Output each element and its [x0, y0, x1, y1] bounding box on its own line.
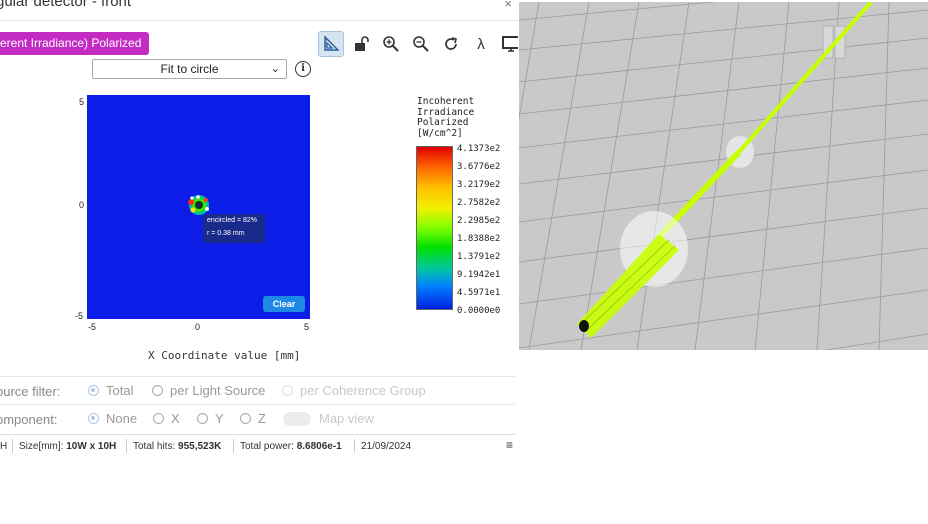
power-label: Total power:	[240, 441, 294, 452]
unlock-icon[interactable]	[348, 31, 374, 57]
source-filter-label: ource filter:	[0, 384, 61, 399]
radio-checked-icon	[88, 385, 99, 396]
chevron-down-icon: ⌄	[270, 63, 280, 75]
x-tick: 5	[304, 322, 310, 332]
detector-panel: gular detector - front × erent Irradianc…	[0, 0, 518, 457]
radio-icon	[197, 413, 208, 424]
legend-value: 1.8388e2	[457, 234, 501, 244]
divider	[354, 439, 355, 453]
radio-icon	[152, 385, 163, 396]
toolbar: λ	[318, 31, 518, 59]
map-view-label: Map view	[319, 411, 374, 426]
legend-value: 9.1942e1	[457, 270, 501, 280]
source-filter-per-coherence-group[interactable]: per Coherence Group	[282, 383, 426, 398]
refresh-icon[interactable]	[438, 31, 464, 57]
x-tick: 0	[195, 322, 201, 332]
close-icon[interactable]: ×	[504, 0, 512, 11]
status-size: Size[mm]: 10W x 10H	[19, 441, 116, 452]
zoom-out-icon[interactable]	[408, 31, 434, 57]
lambda-icon[interactable]: λ	[477, 35, 485, 53]
legend-value: 2.2985e2	[457, 216, 501, 226]
y-tick: -5	[75, 311, 84, 321]
component-y[interactable]: Y	[197, 411, 224, 426]
option-label: per Light Source	[170, 383, 266, 398]
window-title: gular detector - front	[0, 0, 132, 10]
component-none[interactable]: None	[88, 411, 137, 426]
zoom-in-icon[interactable]	[378, 31, 404, 57]
option-label: Z	[258, 411, 266, 426]
source-filter-per-light-source[interactable]: per Light Source	[152, 383, 265, 398]
size-value: 10W x 10H	[66, 441, 117, 452]
radio-icon	[153, 413, 164, 424]
hits-value: 955,523K	[178, 441, 222, 452]
status-bar: H Size[mm]: 10W x 10H Total hits: 955,52…	[0, 434, 515, 457]
y-tick: 0	[79, 200, 85, 210]
x-axis-label: X Coordinate value [mm]	[148, 349, 301, 362]
option-label: Total	[106, 383, 134, 398]
info-icon[interactable]: i	[295, 61, 311, 77]
size-label: Size[mm]:	[19, 441, 64, 452]
option-label: None	[106, 411, 138, 426]
component-x[interactable]: X	[153, 411, 180, 426]
beam-spot	[188, 195, 209, 215]
legend-value: 3.2179e2	[457, 180, 501, 190]
legend-value: 2.7582e2	[457, 198, 501, 208]
color-scale-bar	[416, 146, 453, 310]
ruler-icon[interactable]	[318, 31, 344, 57]
fit-mode-select[interactable]: Fit to circle ⌄	[92, 59, 287, 79]
hits-label: Total hits:	[133, 441, 176, 452]
irradiance-plot[interactable]: encircled = 82% r = 0.38 mm Clear	[87, 95, 310, 319]
fit-mode-value: Fit to circle	[160, 62, 219, 76]
legend-title: Incoherent Irradiance Polarized [W/cm^2]	[417, 96, 475, 139]
legend-value: 0.0000e0	[457, 306, 501, 316]
legend-value: 3.6776e2	[457, 162, 501, 172]
3d-viewport[interactable]	[519, 2, 928, 350]
toggle-switch	[283, 411, 311, 426]
encircled-tooltip: encircled = 82% r = 0.38 mm	[203, 214, 265, 243]
radio-icon	[282, 385, 293, 396]
option-label: X	[171, 411, 180, 426]
x-tick: -5	[88, 322, 97, 332]
divider	[233, 439, 234, 453]
option-label: per Coherence Group	[300, 383, 426, 398]
monitor-icon[interactable]	[498, 31, 518, 57]
status-total-power: Total power: 8.6806e-1	[240, 441, 342, 452]
radio-icon	[240, 413, 251, 424]
divider	[0, 404, 515, 405]
y-tick: 5	[79, 97, 85, 107]
status-total-hits: Total hits: 955,523K	[133, 441, 221, 452]
power-value: 8.6806e-1	[296, 441, 342, 452]
component-z[interactable]: Z	[240, 411, 266, 426]
scene-render	[519, 2, 928, 350]
clear-button[interactable]: Clear	[263, 296, 305, 312]
title-bar: gular detector - front ×	[0, 0, 518, 21]
component-label: omponent:	[0, 412, 58, 427]
radio-checked-icon	[88, 413, 99, 424]
divider	[126, 439, 127, 453]
legend-value: 4.5971e1	[457, 288, 501, 298]
divider	[12, 439, 13, 453]
option-label: Y	[215, 411, 224, 426]
divider	[0, 376, 515, 377]
menu-icon[interactable]: ≡	[505, 438, 513, 452]
status-date: 21/09/2024	[361, 441, 412, 452]
source-filter-total[interactable]: Total	[88, 383, 133, 398]
map-view-toggle[interactable]: Map view	[283, 411, 374, 426]
status-resolution: H	[0, 441, 8, 452]
legend-value: 4.1373e2	[457, 144, 501, 154]
legend-value: 1.3791e2	[457, 252, 501, 262]
radius-value: r = 0.38 mm	[207, 230, 245, 237]
display-mode-button[interactable]: erent Irradiance) Polarized	[0, 32, 150, 55]
encircled-value: encircled = 82%	[207, 217, 258, 224]
